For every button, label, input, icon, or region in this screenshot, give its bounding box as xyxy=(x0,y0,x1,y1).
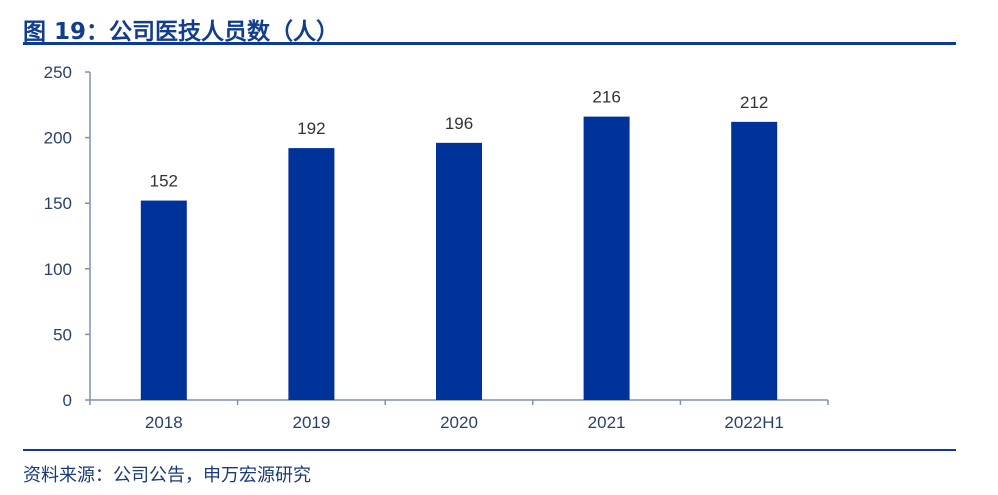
bar-2018 xyxy=(140,200,187,400)
chart-title: 图 19：公司医技人员数（人） xyxy=(23,19,340,45)
footer-divider xyxy=(23,449,956,451)
bar-2022H1 xyxy=(731,121,778,400)
y-tick-label: 50 xyxy=(53,325,72,344)
y-tick-label: 0 xyxy=(63,391,72,410)
data-label: 216 xyxy=(592,88,620,107)
x-tick-label: 2022H1 xyxy=(724,413,784,432)
x-tick-label: 2020 xyxy=(440,413,478,432)
x-tick-label: 2019 xyxy=(292,413,330,432)
data-label: 196 xyxy=(445,114,473,133)
y-tick-label: 200 xyxy=(44,129,72,148)
y-tick-label: 100 xyxy=(44,260,72,279)
y-tick-label: 150 xyxy=(44,194,72,213)
source-note: 资料来源：公司公告，申万宏源研究 xyxy=(23,465,311,486)
data-label: 212 xyxy=(740,93,768,112)
data-label: 192 xyxy=(297,119,325,138)
bar-2019 xyxy=(288,148,335,400)
data-label: 152 xyxy=(150,172,178,191)
bar-2020 xyxy=(436,142,482,400)
bar-2021 xyxy=(583,116,630,400)
y-tick-label: 250 xyxy=(44,63,72,82)
x-tick-label: 2021 xyxy=(588,413,626,432)
x-tick-label: 2018 xyxy=(145,413,183,432)
title-divider xyxy=(23,42,956,45)
